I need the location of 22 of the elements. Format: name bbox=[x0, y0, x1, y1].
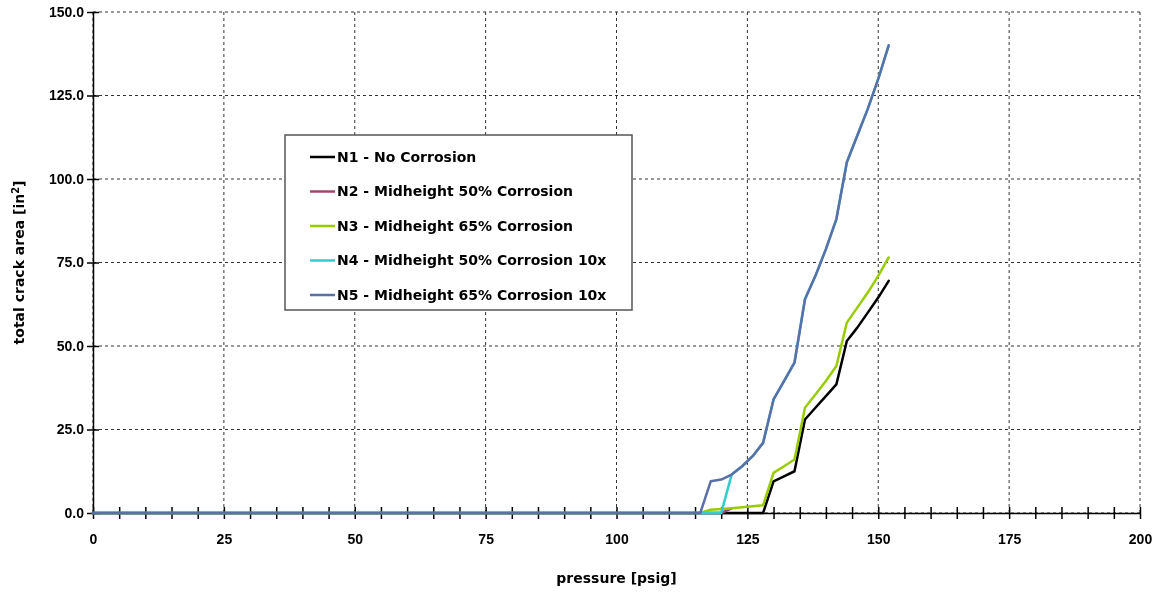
y-tick-label: 50.0 bbox=[56, 337, 85, 354]
y-tick-label: 0.0 bbox=[64, 504, 85, 521]
x-tick-label: 0 bbox=[89, 531, 98, 548]
y-tick-label: 125.0 bbox=[48, 87, 85, 104]
x-tick-label: 200 bbox=[1128, 531, 1153, 548]
x-tick-label: 150 bbox=[867, 531, 891, 548]
x-tick-label: 25 bbox=[216, 531, 233, 548]
legend-label: N5 - Midheight 65% Corrosion 10x bbox=[337, 286, 607, 303]
y-tick-label: 100.0 bbox=[48, 170, 85, 187]
y-tick-label: 75.0 bbox=[56, 254, 85, 271]
x-tick-label: 100 bbox=[605, 531, 629, 548]
legend-label: N4 - Midheight 50% Corrosion 10x bbox=[337, 252, 607, 269]
x-axis-title: pressure [psig] bbox=[556, 570, 677, 586]
y-tick-label: 150.0 bbox=[48, 3, 85, 20]
x-tick-label: 125 bbox=[736, 531, 760, 548]
legend-label: N3 - Midheight 65% Corrosion bbox=[337, 217, 574, 234]
x-tick-label: 175 bbox=[997, 531, 1022, 548]
legend-label: N2 - Midheight 50% Corrosion bbox=[337, 183, 574, 200]
x-tick-label: 75 bbox=[478, 531, 495, 548]
x-tick-label: 50 bbox=[347, 531, 364, 548]
y-tick-label: 25.0 bbox=[56, 421, 85, 438]
legend-label: N1 - No Corrosion bbox=[337, 148, 477, 165]
